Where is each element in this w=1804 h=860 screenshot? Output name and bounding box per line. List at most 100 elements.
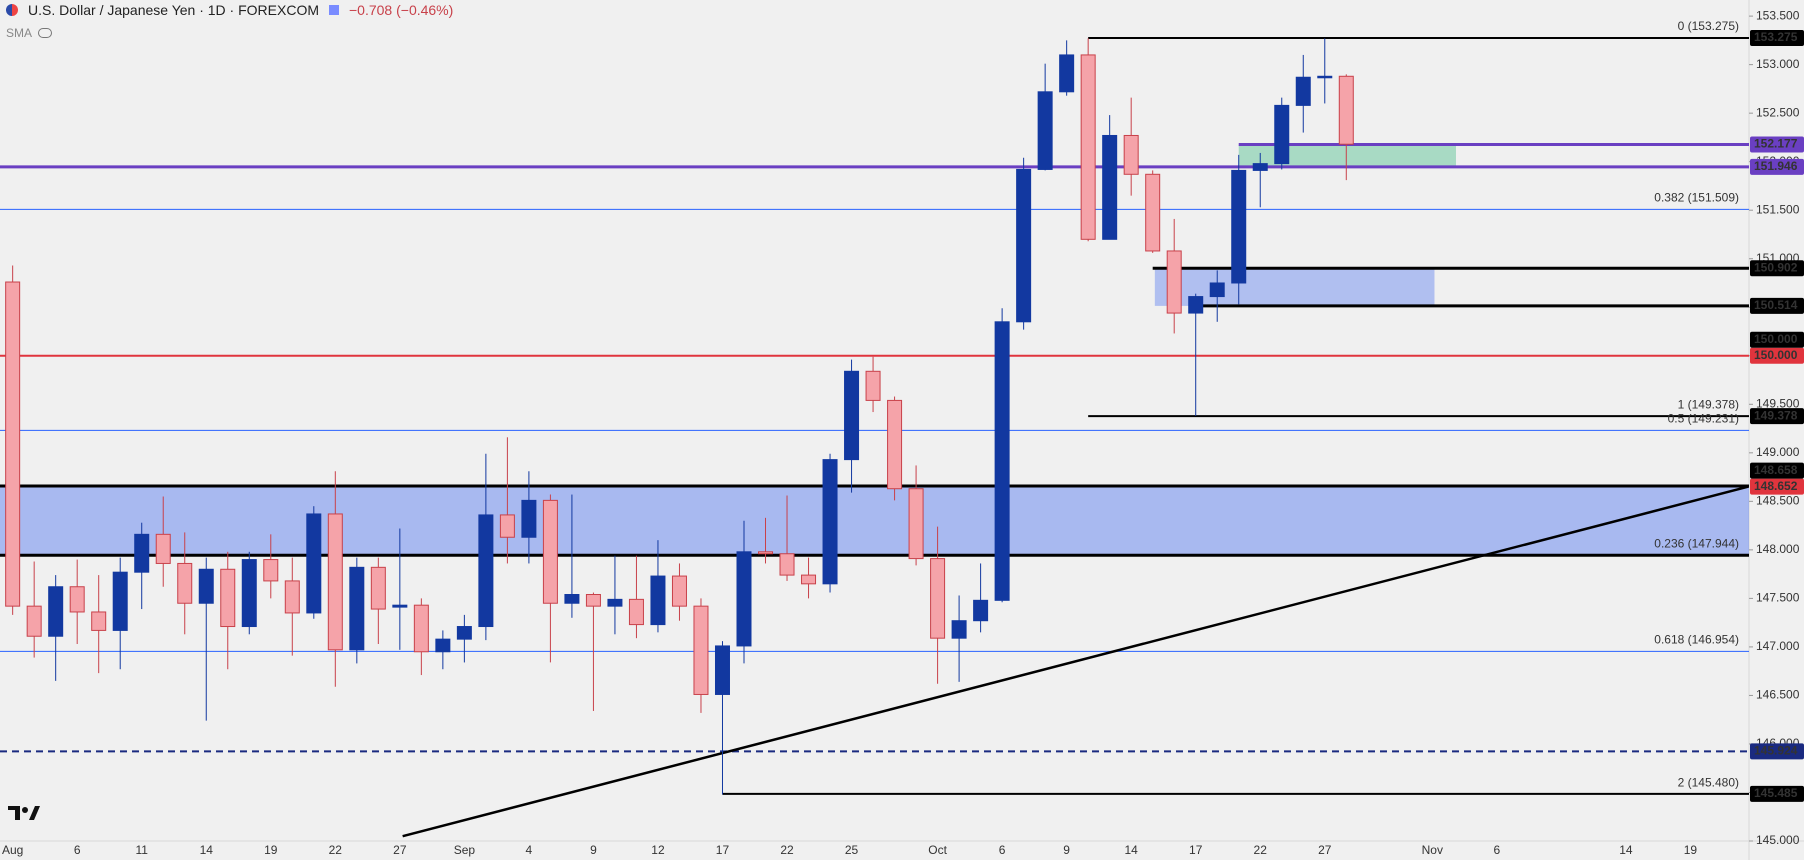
price-label-bg: [1750, 462, 1804, 479]
y-tick-label: 147.000: [1756, 639, 1800, 653]
candle-body: [349, 566, 365, 651]
price-label-bg: [1750, 260, 1804, 277]
x-tick-label: 27: [1318, 843, 1332, 857]
price-label: 150.000: [1754, 332, 1798, 346]
fib-label: 2 (145.480): [1678, 776, 1739, 790]
x-tick-label: 22: [329, 843, 343, 857]
x-tick-label: 25: [845, 843, 859, 857]
symbol-title: U.S. Dollar / Japanese Yen · 1D · FOREXC…: [28, 2, 319, 18]
candle-body: [779, 553, 795, 576]
x-tick-label: 11: [135, 843, 148, 857]
price-label: 145.485: [1754, 786, 1798, 800]
price-change: −0.708 (−0.46%): [349, 2, 454, 18]
x-tick-label: 9: [590, 843, 597, 857]
price-label: 150.000: [1754, 348, 1798, 362]
candle-body: [521, 499, 537, 538]
candle-body: [499, 514, 515, 538]
candle-body: [865, 370, 881, 401]
price-label-bg: [1750, 136, 1804, 153]
candle-body: [1188, 296, 1204, 314]
y-tick-label: 153.000: [1756, 57, 1800, 71]
x-tick-label: 6: [74, 843, 81, 857]
candle-body: [693, 605, 709, 695]
candle-body: [263, 559, 279, 582]
price-label-bg: [1750, 785, 1804, 802]
x-tick-label: 22: [780, 843, 794, 857]
candle-body: [435, 638, 451, 653]
x-tick-label: 17: [1189, 843, 1203, 857]
price-label: 150.514: [1754, 298, 1798, 312]
candle-body: [112, 571, 128, 631]
candle-body: [758, 551, 774, 555]
candle-body: [1037, 91, 1053, 170]
candle-body: [973, 599, 989, 622]
candle-body: [1231, 169, 1247, 284]
x-tick-label: 19: [264, 843, 278, 857]
y-tick-label: 145.000: [1756, 833, 1800, 847]
candle-body: [177, 562, 193, 604]
x-tick-label: Sep: [454, 843, 476, 857]
x-tick-label: 4: [526, 843, 533, 857]
price-label-bg: [1750, 743, 1804, 760]
candle-body: [220, 568, 236, 628]
price-label: 145.924: [1754, 744, 1798, 758]
price-label-bg: [1750, 331, 1804, 348]
candle-body: [607, 598, 623, 607]
candle-body: [822, 459, 838, 585]
indicator-row[interactable]: SMA: [6, 26, 53, 40]
candle-body: [91, 611, 107, 631]
trendline: [402, 485, 1749, 838]
fib-label: 0.5 (149.231): [1668, 412, 1739, 426]
candle-body: [413, 604, 429, 653]
price-label-bg: [1750, 158, 1804, 175]
fib-label: 0.382 (151.509): [1654, 190, 1739, 204]
x-tick-label: 22: [1254, 843, 1268, 857]
tv-logo: [8, 806, 40, 820]
price-label: 148.652: [1754, 479, 1798, 493]
y-tick-label: 147.500: [1756, 591, 1800, 605]
candle-body: [908, 488, 924, 560]
candle-body: [628, 598, 644, 626]
candle-body: [671, 575, 687, 607]
candle-body: [198, 568, 214, 604]
price-label: 150.902: [1754, 260, 1798, 274]
candle-body: [1252, 163, 1268, 171]
candle-body: [327, 513, 343, 651]
x-tick-label: 12: [651, 843, 665, 857]
fib-label: 1 (149.378): [1678, 397, 1739, 411]
hide-icon[interactable]: [38, 28, 53, 38]
y-tick-label: 153.500: [1756, 8, 1800, 22]
candle-body: [155, 533, 171, 564]
indicator-name: SMA: [6, 26, 33, 40]
candle-body: [542, 499, 558, 604]
price-label-bg: [1750, 297, 1804, 314]
candle-body: [392, 604, 408, 608]
candle-body: [801, 574, 817, 585]
x-tick-label: 27: [393, 843, 407, 857]
candle-body: [1059, 54, 1075, 93]
y-tick-label: 152.500: [1756, 105, 1800, 119]
candle-body: [26, 605, 42, 637]
candle-body: [736, 551, 752, 647]
candle-body: [1317, 75, 1333, 79]
x-tick-label: 6: [1494, 843, 1501, 857]
plot-area: 0 (153.275) 0.382 (151.509) 1 (149.378)0.5…: [0, 19, 1749, 838]
x-tick-label: 14: [1619, 843, 1633, 857]
y-tick-label: 151.500: [1756, 202, 1800, 216]
x-tick-label: 14: [200, 843, 214, 857]
x-tick-label: Nov: [1422, 843, 1443, 857]
candle-body: [1123, 134, 1139, 175]
candle-body: [1209, 282, 1225, 298]
y-tick-label: 149.000: [1756, 445, 1800, 459]
price-label: 148.658: [1754, 463, 1798, 477]
candle-body: [1145, 173, 1161, 252]
fib-label: 0.618 (146.954): [1654, 633, 1739, 647]
x-tick-label: Aug: [2, 843, 23, 857]
zone: [1238, 144, 1456, 167]
candle-body: [134, 533, 150, 573]
candle-body: [714, 645, 730, 695]
price-label: 149.378: [1754, 408, 1798, 422]
candle-body: [370, 566, 386, 610]
legend-header: U.S. Dollar / Japanese Yen · 1D · FOREXC…: [6, 2, 453, 18]
